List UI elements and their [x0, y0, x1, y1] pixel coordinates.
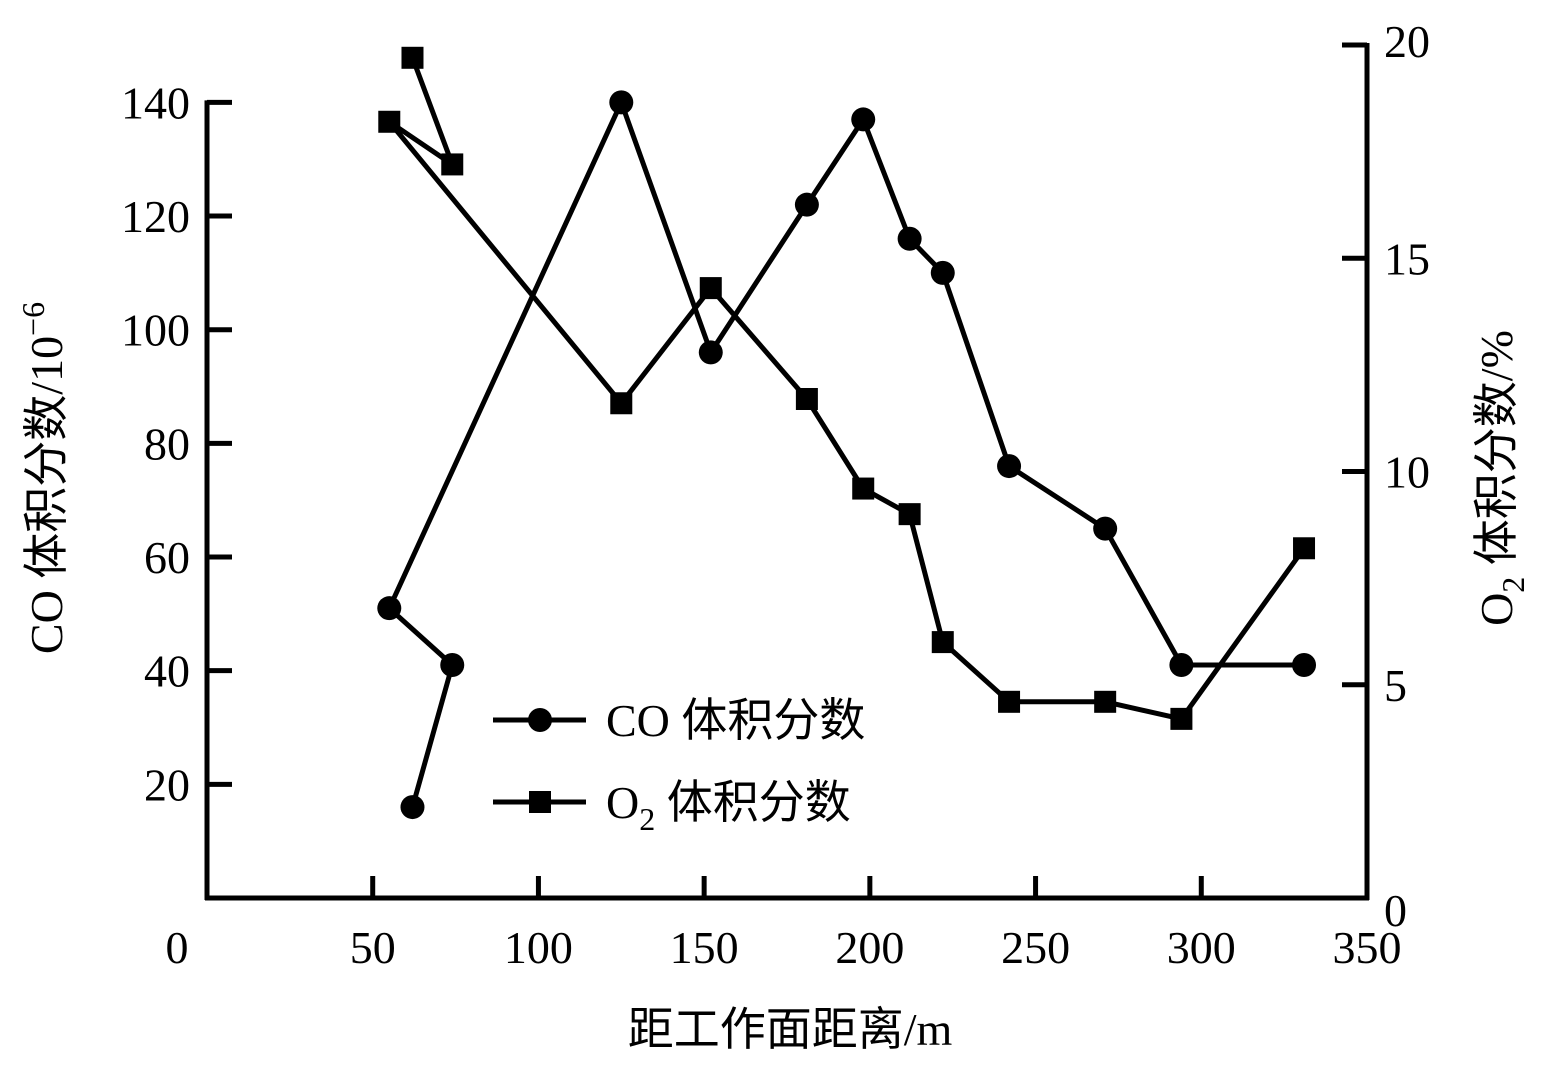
- data-point-square-marker: [401, 46, 424, 69]
- data-point-circle-marker: [609, 90, 634, 115]
- y-left-tick-label: 20: [144, 759, 190, 810]
- x-tick-label: 50: [350, 922, 396, 973]
- y-right-tick-label: 0: [1384, 885, 1407, 936]
- axes: 0 50 100 150 200 250 300 350 20 40 60 80 100 120 140 0 5…: [121, 16, 1430, 973]
- y-left-tick-label: 120: [121, 191, 190, 242]
- series-co: [377, 90, 1317, 820]
- y-right-title-suffix: 体积分数/%: [1471, 330, 1522, 577]
- y-left-tick-label: 60: [144, 532, 190, 583]
- data-point-circle-marker: [440, 652, 465, 677]
- data-point-square-marker: [441, 153, 464, 176]
- data-point-square-marker: [610, 392, 633, 415]
- x-tick-label: 350: [1333, 922, 1402, 973]
- y-right-tick-label: 10: [1384, 447, 1430, 498]
- x-tick-label: 200: [835, 922, 904, 973]
- data-point-square-marker: [1170, 707, 1193, 730]
- x-tick-label: 0: [166, 922, 189, 973]
- data-point-circle-marker: [897, 226, 922, 251]
- x-tick-label: 300: [1167, 922, 1236, 973]
- series-o2: [378, 46, 1316, 730]
- data-point-circle-marker: [1093, 516, 1118, 541]
- data-point-circle-marker: [377, 596, 402, 621]
- data-point-square-marker: [998, 690, 1021, 713]
- y-axis-left-title: CO 体积分数/10−6: [15, 302, 72, 654]
- data-point-square-marker: [1293, 537, 1316, 560]
- data-point-circle-marker: [930, 260, 955, 285]
- y-left-tick-label: 80: [144, 418, 190, 469]
- data-point-circle-marker: [400, 795, 425, 820]
- legend-item: CO 体积分数: [493, 695, 865, 746]
- data-point-circle-marker: [1292, 652, 1317, 677]
- y-left-title-exponent: −6: [15, 302, 51, 336]
- data-point-square-marker: [852, 477, 875, 500]
- data-point-circle-marker: [794, 192, 819, 217]
- data-point-circle-marker: [1169, 652, 1194, 677]
- y-axis-right-title: O2 体积分数/%: [1471, 330, 1531, 626]
- x-tick-label: 250: [1001, 922, 1070, 973]
- y-right-tick-label: 20: [1384, 16, 1430, 67]
- data-point-square-marker: [699, 277, 722, 300]
- x-tick-label: 100: [504, 922, 573, 973]
- data-point-circle-marker: [698, 340, 723, 365]
- y-left-tick-label: 100: [121, 305, 190, 356]
- y-left-title-main: CO 体积分数/10: [21, 336, 72, 654]
- legend-label: CO 体积分数: [606, 695, 865, 746]
- series-layer: [377, 46, 1317, 820]
- y-right-title-prefix: O: [1471, 593, 1522, 626]
- legend-square-marker: [529, 791, 551, 813]
- x-axis-title: 距工作面距离/m: [628, 1004, 953, 1055]
- y-left-tick-label: 140: [121, 77, 190, 128]
- y-right-tick-label: 5: [1384, 660, 1407, 711]
- data-point-square-marker: [795, 387, 818, 410]
- y-right-tick-label: 15: [1384, 233, 1430, 284]
- series-line: [387, 56, 1307, 722]
- legend: CO 体积分数 O2 体积分数: [493, 695, 865, 837]
- data-point-circle-marker: [997, 454, 1022, 479]
- data-point-square-marker: [931, 631, 954, 654]
- data-point-square-marker: [378, 110, 401, 133]
- x-tick-label: 150: [670, 922, 739, 973]
- data-point-circle-marker: [851, 107, 876, 132]
- legend-circle-marker: [528, 708, 552, 732]
- y-right-title-subscript: 2: [1495, 577, 1531, 593]
- legend-item: O2 体积分数: [493, 777, 851, 837]
- data-point-square-marker: [1094, 690, 1117, 713]
- data-point-square-marker: [898, 503, 921, 526]
- legend-label: O2 体积分数: [606, 777, 851, 837]
- y-left-tick-label: 40: [144, 646, 190, 697]
